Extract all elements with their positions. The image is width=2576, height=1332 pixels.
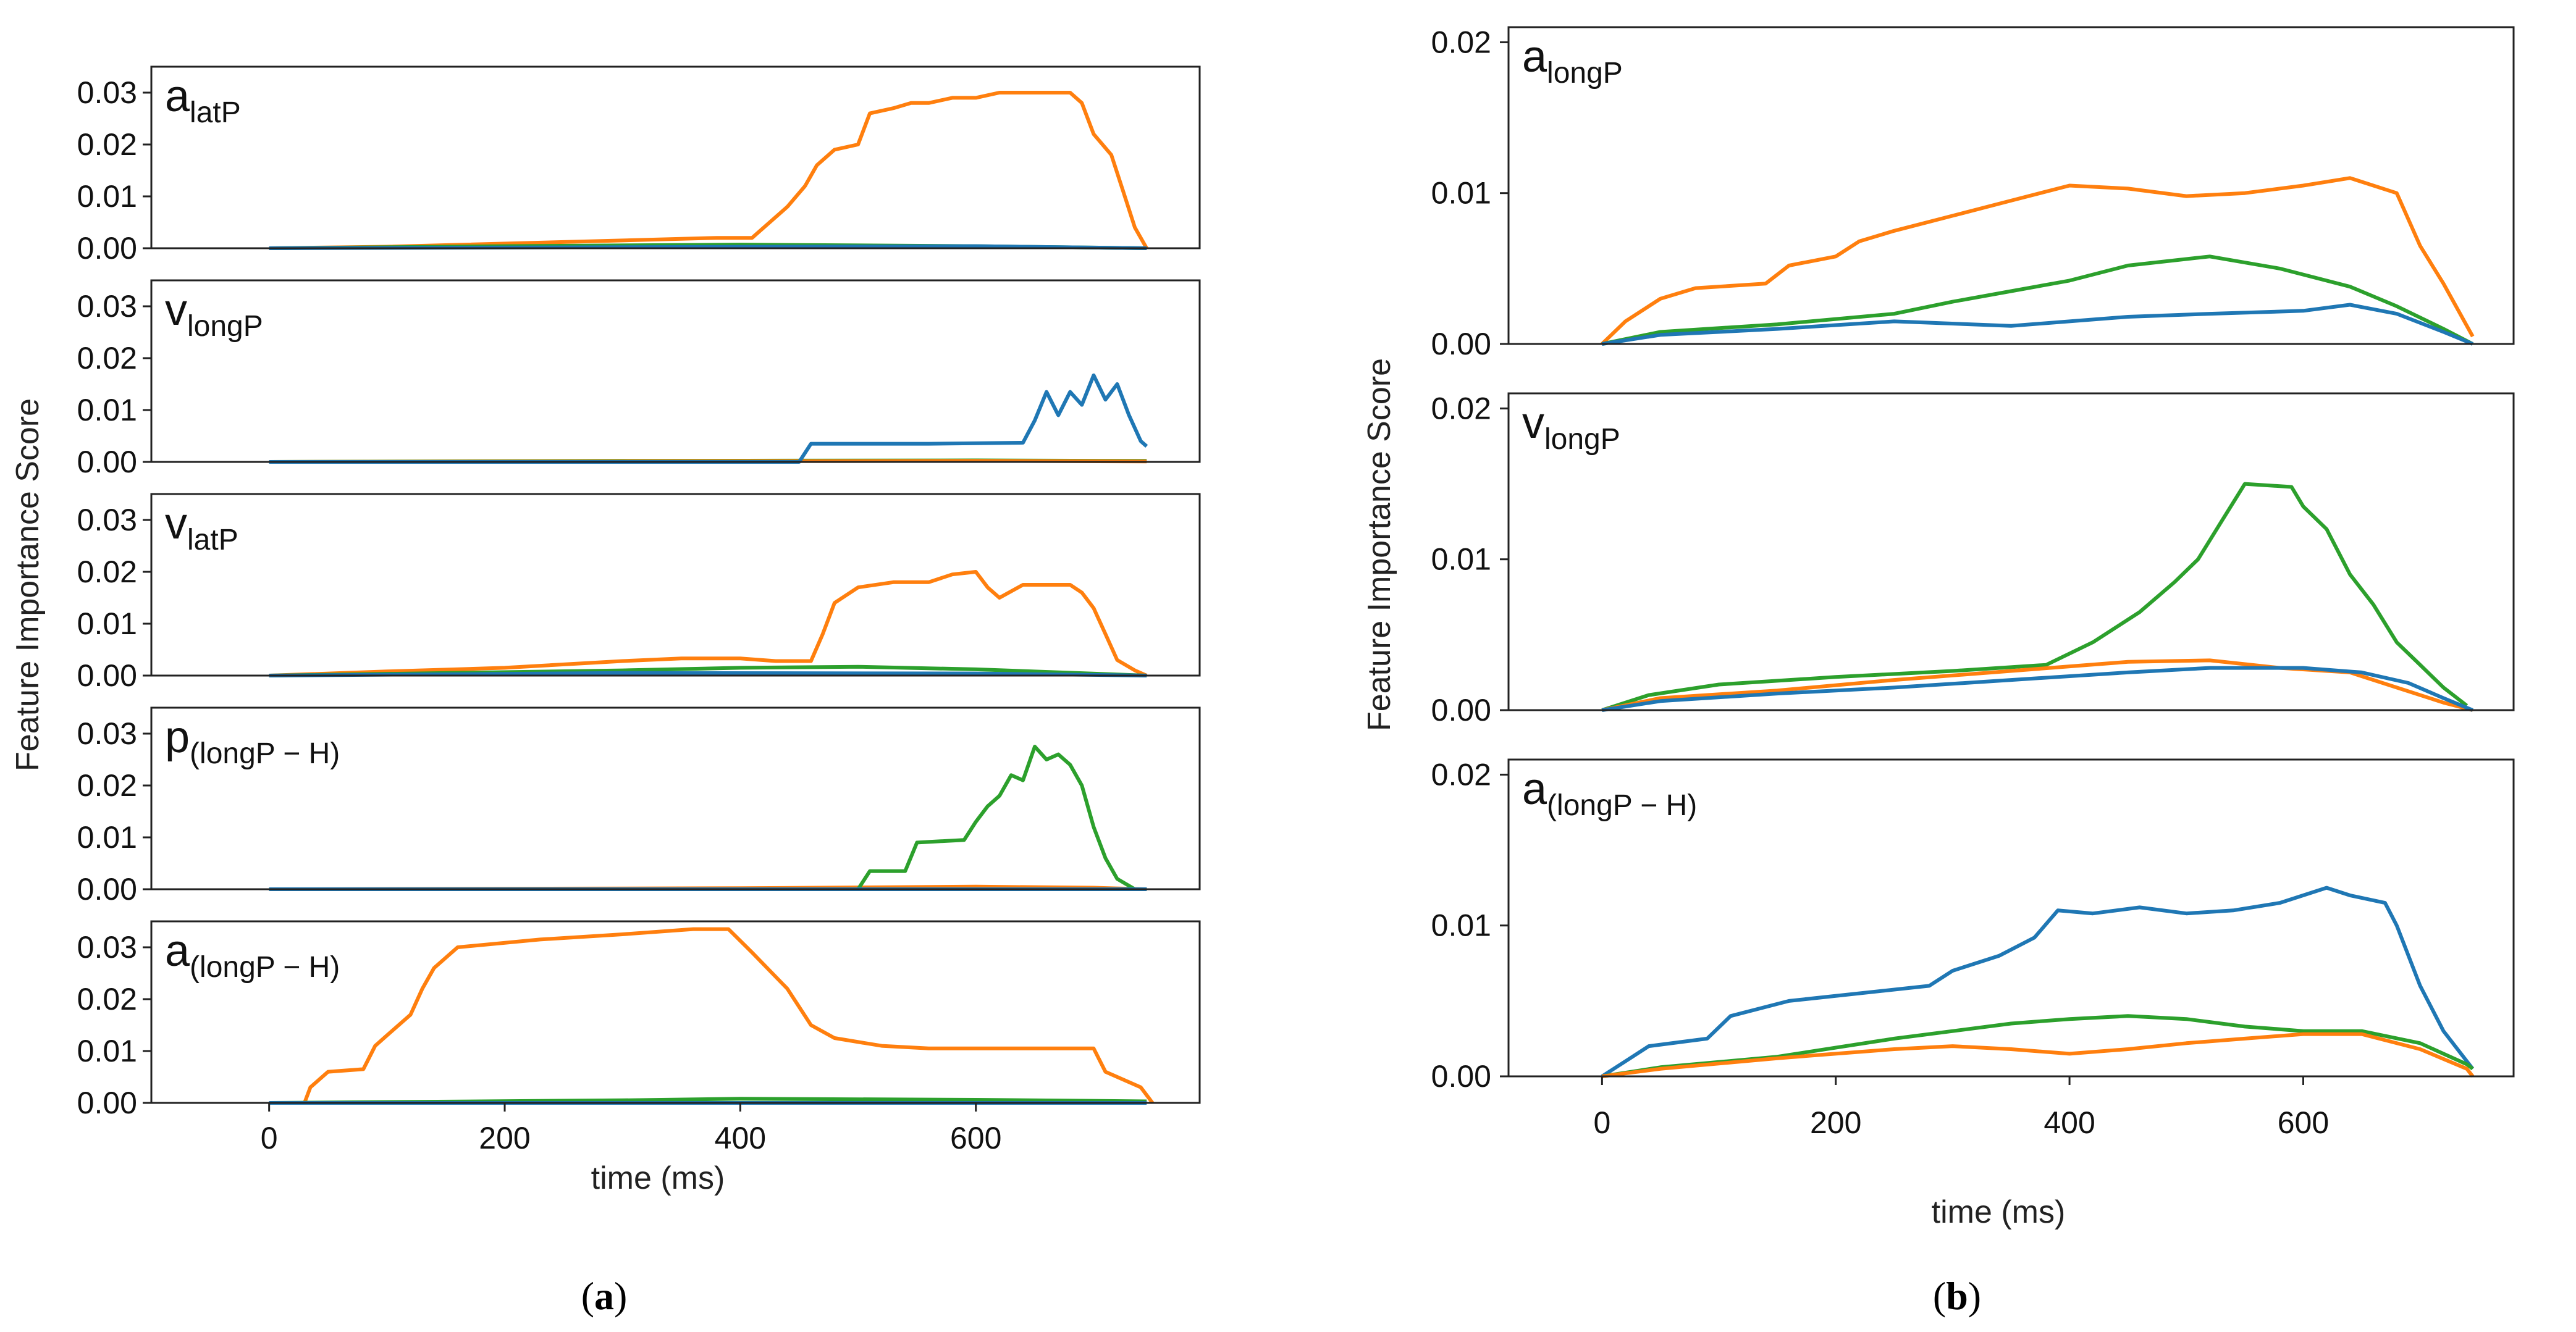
y-tick-label: 0.02 (77, 768, 137, 803)
x-tick-label: 0 (261, 1121, 278, 1155)
panel-label: vlatP (165, 499, 238, 556)
y-tick-label: 0.03 (77, 716, 137, 751)
series-line-green (1601, 254, 2474, 346)
x-tick-label: 0 (1593, 1105, 1610, 1140)
series-line-blue (1601, 303, 2473, 346)
series-line-orange (1601, 658, 2473, 712)
series-line-green (1601, 1014, 2474, 1078)
panel-frame (150, 920, 1201, 1104)
y-tick-label: 0.01 (77, 179, 137, 214)
panel-label: alongP (1522, 32, 1623, 90)
y-tick-label: 0.00 (77, 658, 137, 693)
y-tick-label: 0.03 (77, 930, 137, 965)
panel-frame (150, 493, 1201, 677)
panel-label: vlongP (1522, 398, 1620, 456)
y-tick-label: 0.01 (77, 606, 137, 641)
caption-a: (a) (581, 1274, 628, 1318)
x-axis-label: time (ms) (591, 1160, 725, 1196)
panel-b-1: 0.02 0.01 0.00 alongP (1431, 25, 2515, 361)
panel-a-3: 0.03 0.02 0.01 0.00 vlatP (77, 493, 1201, 693)
panel-a-2: 0.03 0.02 0.01 0.00 vlongP (77, 279, 1201, 479)
y-tick-label: 0.01 (77, 1034, 137, 1068)
series-line-orange (269, 570, 1148, 677)
series-line-green (1601, 482, 2469, 712)
panel-frame (150, 65, 1201, 249)
series-line-blue (1601, 886, 2475, 1078)
y-tick-label: 0.00 (1431, 1059, 1491, 1094)
y-tick-label: 0.03 (77, 289, 137, 324)
y-tick-label: 0.02 (1431, 757, 1491, 792)
panel-frame (1507, 392, 2515, 711)
x-tick-label: 200 (479, 1121, 530, 1155)
chart-b: 0.020.010.00alongP0.020.010.00vlongP0.02… (1362, 25, 2515, 1230)
series-line-blue (269, 671, 1147, 677)
panel-label: a(longP − H) (165, 926, 340, 984)
series-line-orange (1601, 1032, 2475, 1078)
y-tick-label: 0.02 (1431, 391, 1491, 425)
y-tick-label: 0.01 (1431, 542, 1491, 577)
y-tick-label: 0.02 (77, 555, 137, 589)
panel-a-5: 0.03 0.02 0.01 0.00 a(longP − H) 0 200 400 600 (77, 920, 1201, 1155)
y-tick-label: 0.01 (1431, 908, 1491, 943)
panel-label: p(longP − H) (165, 713, 340, 770)
panel-b-3: 0.02 0.01 0.00 a(longP − H) 0 200 400 600 (1431, 757, 2515, 1140)
panel-frame (1507, 758, 2515, 1078)
y-tick-label: 0.00 (77, 872, 137, 907)
panel-frame (150, 279, 1201, 463)
x-tick-label: 200 (1810, 1105, 1861, 1140)
series-line-blue (1601, 666, 2473, 712)
panel-a-4: 0.03 0.02 0.01 0.00 p(longP − H) (77, 706, 1201, 907)
caption-b: (b) (1933, 1274, 1981, 1318)
y-tick-label: 0.00 (77, 231, 137, 266)
series-line-orange (303, 927, 1155, 1104)
x-tick-label: 400 (2044, 1105, 2095, 1140)
y-tick-label: 0.00 (1431, 327, 1491, 361)
x-tick-label: 600 (950, 1121, 1001, 1155)
y-tick-label: 0.02 (77, 982, 137, 1016)
panel-frame (1507, 26, 2515, 345)
panel-b-2: 0.02 0.01 0.00 vlongP (1431, 391, 2515, 727)
y-tick-label: 0.02 (77, 127, 137, 162)
series-line-blue (269, 373, 1148, 464)
x-tick-label: 600 (2278, 1105, 2329, 1140)
y-axis-label: Feature Importance Score (1362, 358, 1397, 731)
panel-label: a(longP − H) (1522, 764, 1697, 822)
series-line-orange (269, 91, 1148, 250)
y-tick-label: 0.03 (77, 503, 137, 537)
series-line-orange (1601, 176, 2475, 346)
panel-label: alatP (165, 72, 241, 129)
series-line-green (269, 745, 1147, 891)
y-tick-label: 0.00 (77, 1086, 137, 1120)
panel-a-1: 0.03 0.02 0.01 0.00 alatP (77, 65, 1201, 266)
x-tick-label: 400 (715, 1121, 766, 1155)
x-axis-label: time (ms) (1932, 1194, 2066, 1230)
y-tick-label: 0.02 (1431, 25, 1491, 59)
series-line-green (269, 664, 1147, 677)
y-axis-label: Feature Importance Score (10, 398, 46, 771)
y-tick-label: 0.01 (77, 820, 137, 855)
y-tick-label: 0.03 (77, 75, 137, 110)
panel-label: vlongP (165, 285, 263, 343)
y-tick-label: 0.00 (77, 445, 137, 479)
chart-a: 0.03 0.02 0.01 0.00 alatP 0.03 0.02 0.01 0.00 vlo… (10, 65, 1201, 1196)
y-tick-label: 0.02 (77, 341, 137, 375)
panel-frame (150, 706, 1201, 890)
y-tick-label: 0.01 (77, 393, 137, 427)
y-tick-label: 0.01 (1431, 176, 1491, 211)
y-tick-label: 0.00 (1431, 693, 1491, 727)
